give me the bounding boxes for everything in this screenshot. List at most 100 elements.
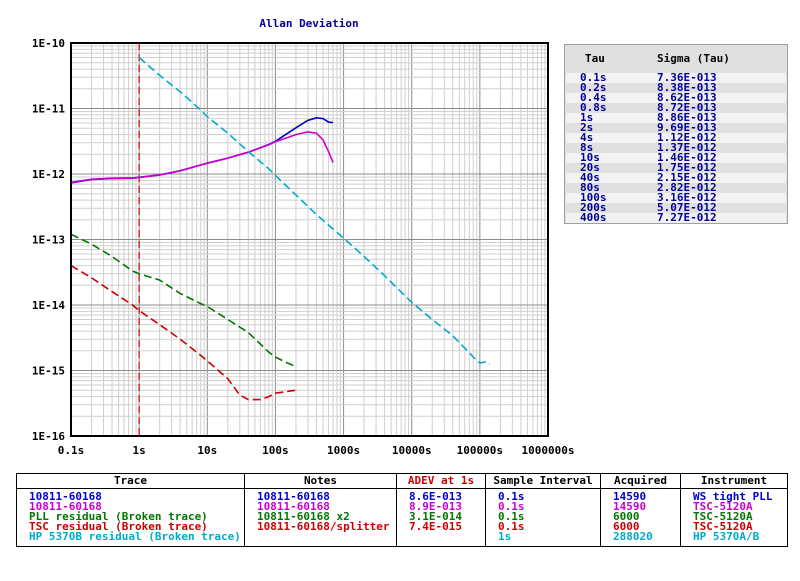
series-line-4	[70, 264, 297, 401]
sigma-value: 1.75E-012	[657, 161, 717, 174]
sigma-value: 1.12E-012	[657, 131, 717, 144]
sigma-header: Sigma (Tau)	[657, 52, 730, 65]
trace-table-cell: 6000	[613, 510, 640, 523]
trace-table-header: Sample Interval	[486, 474, 600, 489]
trace-table-cell: 10811-60168/splitter	[257, 520, 390, 533]
tau-value: 40s	[580, 171, 600, 184]
trace-table-cell: 10811-60168	[257, 490, 330, 503]
x-tick-label: 10000s	[392, 444, 432, 457]
sigma-value: 8.72E-013	[657, 101, 717, 114]
tau-value: 100s	[580, 191, 607, 204]
trace-table-cell	[245, 532, 396, 542]
allan-deviation-chart: Allan Deviation 1E-161E-151E-141E-131E-1…	[32, 17, 575, 457]
y-tick-labels: 1E-16 1E-15 1E-14 1E-13 1E-12 1E-11 1E-10	[32, 37, 65, 443]
x-tick-label: 100s	[262, 444, 289, 457]
trace-legend-table: Trace 10811-60168 10811-60168 PLL residual …	[16, 473, 788, 547]
tau-row: 4s 1.12E-012	[566, 131, 786, 144]
sigma-value: 8.38E-013	[657, 81, 717, 94]
trace-table-cell: 10811-60168	[29, 500, 102, 513]
tau-value: 200s	[580, 201, 607, 214]
trace-table-cell: 3.1E-014	[409, 510, 462, 523]
trace-table-cell: 8.6E-013	[409, 490, 462, 503]
sigma-value: 5.07E-012	[657, 201, 717, 214]
tau-value: 10s	[580, 151, 600, 164]
x-tick-label: 10s	[197, 444, 217, 457]
trace-table-cell: 10811-60168	[29, 490, 102, 503]
trace-table-cell	[397, 532, 485, 542]
trace-table-header: ADEV at 1s	[397, 474, 485, 489]
trace-table-cell: WS tight PLL	[693, 490, 773, 503]
tau-row: 20s 1.75E-012	[566, 161, 786, 174]
y-tick-label: 1E-14	[32, 299, 65, 312]
tau-row: 200s 5.07E-012	[566, 201, 786, 214]
tau-row: 0.8s 8.72E-013	[566, 101, 786, 114]
chart-title: Allan Deviation	[259, 17, 358, 30]
x-tick-label: 0.1s	[58, 444, 85, 457]
y-tick-label: 1E-11	[32, 103, 65, 116]
trace-table-column: Instrument WS tight PLL TSC-5120A TSC-5120A…	[681, 474, 787, 546]
tau-row: 1s 8.86E-013	[566, 111, 786, 124]
trace-table-header: Trace	[17, 474, 244, 489]
y-tick-label: 1E-10	[32, 37, 65, 50]
trace-table-cell: HP 5370A/B	[693, 530, 760, 543]
tau-row: 10s 1.46E-012	[566, 151, 786, 164]
series-line-2	[70, 131, 334, 184]
tau-value: 0.8s	[580, 101, 607, 114]
x-tick-label: 1s	[133, 444, 146, 457]
tau-row: 0.1s 7.36E-013	[566, 71, 786, 84]
trace-table-column: Sample Interval 0.1s 0.1s 0.1s 0.1s 1s	[486, 474, 601, 546]
series-lines	[70, 56, 491, 401]
y-tick-label: 1E-13	[32, 234, 65, 247]
trace-table-cell: TSC-5120A	[693, 500, 753, 513]
trace-table-cell: 0.1s	[498, 500, 525, 513]
sigma-value: 7.36E-013	[657, 71, 717, 84]
trace-table-cell: HP 5370B residual (Broken trace)	[29, 530, 241, 543]
tau-header: Tau	[585, 52, 605, 65]
sigma-value: 2.82E-012	[657, 181, 717, 194]
trace-table-cell: PLL residual (Broken trace)	[29, 510, 208, 523]
trace-table-cell: 7.4E-015	[409, 520, 462, 533]
trace-table-cell: TSC-5120A	[693, 510, 753, 523]
tau-row: 100s 3.16E-012	[566, 191, 786, 204]
tau-value: 0.2s	[580, 81, 607, 94]
tau-sigma-table: Tau Sigma (Tau) 0.1s 7.36E-013 0.2s 8.38E-0…	[564, 44, 788, 224]
tau-value: 1s	[580, 111, 594, 124]
trace-table-column: Trace 10811-60168 10811-60168 PLL residual …	[17, 474, 245, 546]
sigma-value: 8.62E-013	[657, 91, 717, 104]
sigma-value: 7.27E-012	[657, 211, 717, 224]
x-tick-label: 1000000s	[522, 444, 575, 457]
tau-row: 0.2s 8.38E-013	[566, 81, 786, 94]
series-line-3	[70, 233, 297, 368]
sigma-value: 9.69E-013	[657, 121, 717, 134]
trace-table-header: Instrument	[681, 474, 787, 489]
trace-table-cell: 8.9E-013	[409, 500, 462, 513]
tau-row: 2s 9.69E-013	[566, 121, 786, 134]
trace-table-column: Acquired 14590 14590 6000 6000 288020	[601, 474, 681, 546]
tau-value: 8s	[580, 141, 594, 154]
x-tick-label: 1000s	[327, 444, 360, 457]
trace-table-cell: 0.1s	[498, 520, 525, 533]
sigma-value: 1.37E-012	[657, 141, 717, 154]
trace-table-cell: 6000	[613, 520, 640, 533]
trace-table-cell: 1s	[498, 530, 512, 543]
tau-value: 20s	[580, 161, 600, 174]
sigma-value: 8.86E-013	[657, 111, 717, 124]
tau-value: 80s	[580, 181, 600, 194]
trace-table-cell: 0.1s	[498, 490, 525, 503]
y-tick-label: 1E-16	[32, 430, 65, 443]
sigma-value: 2.15E-012	[657, 171, 717, 184]
tau-value: 0.4s	[580, 91, 607, 104]
sigma-value: 3.16E-012	[657, 191, 717, 204]
trace-table-header: Acquired	[601, 474, 680, 489]
series-line-5	[138, 56, 491, 365]
trace-table-cell: 0.1s	[498, 510, 525, 523]
trace-table-cell: 10811-60168 x2	[257, 510, 350, 523]
tau-rows: 0.1s 7.36E-013 0.2s 8.38E-013 0.4s 8.62E-013 0…	[566, 71, 786, 224]
trace-table-cell: 14590	[613, 500, 647, 513]
trace-table-cell: TSC-5120A	[693, 520, 753, 533]
trace-table-header: Notes	[245, 474, 396, 489]
tau-value: 4s	[580, 131, 594, 144]
tau-value: 0.1s	[580, 71, 607, 84]
sigma-value: 1.46E-012	[657, 151, 717, 164]
grid-lines	[70, 43, 548, 437]
